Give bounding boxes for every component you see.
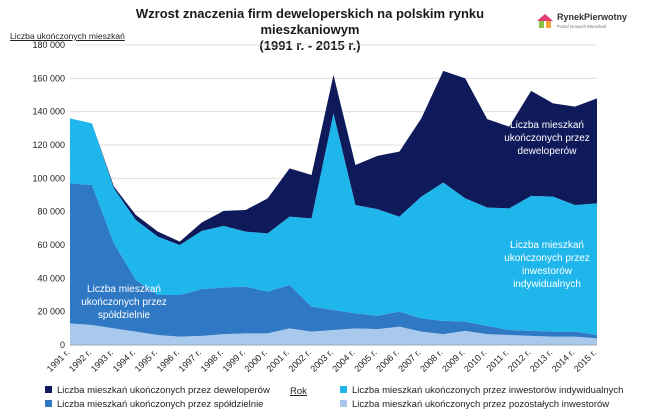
x-tick-label: 1996 r.	[155, 347, 182, 374]
y-tick-label: 120 000	[32, 140, 65, 150]
y-tick-label: 0	[60, 340, 65, 350]
x-tick-label: 2006 r.	[374, 347, 401, 374]
x-tick-label: 1991 r.	[45, 347, 72, 374]
x-tick-label: 2003 r.	[308, 347, 335, 374]
legend-label-cooperatives: Liczba mieszkań ukończonych przez spółdz…	[57, 399, 264, 410]
x-tick-label: 1994 r.	[111, 347, 138, 374]
series-individual-area	[70, 113, 597, 335]
annotation-line: Liczba mieszkań	[87, 284, 161, 295]
annotation-line: Liczba mieszkań	[510, 120, 584, 131]
y-tick-label: 100 000	[32, 173, 65, 183]
series-cooperatives-area	[70, 183, 597, 339]
legend-swatch-cooperatives	[45, 400, 52, 407]
annotation-line: ukończonych przez	[504, 253, 590, 264]
x-tick-label: 1997 r.	[177, 347, 204, 374]
x-tick-label: 2015 r.	[572, 347, 599, 374]
legend-item-developers: Liczba mieszkań ukończonych przez dewelo…	[45, 385, 270, 396]
annotation-line: deweloperów	[518, 146, 578, 157]
x-tick-label: 1999 r.	[221, 347, 248, 374]
y-tick-label: 140 000	[32, 107, 65, 117]
legend-item-cooperatives: Liczba mieszkań ukończonych przez spółdz…	[45, 399, 263, 410]
y-tick-label: 60 000	[37, 240, 65, 250]
logo-name: RynekPierwotny	[557, 12, 628, 22]
legend-item-individual: Liczba mieszkań ukończonych przez inwest…	[340, 385, 623, 396]
annotation-line: spółdzielnie	[98, 310, 151, 321]
x-tick-label: 2002 r.	[286, 347, 313, 374]
annotation-line: ukończonych przez	[81, 297, 167, 308]
x-tick-label: 2007 r.	[396, 347, 423, 374]
x-axis-label: Rok	[290, 386, 307, 397]
series-developers-area	[70, 70, 597, 245]
x-tick-label: 2012 r.	[506, 347, 533, 374]
x-tick-label: 2001 r.	[264, 347, 291, 374]
chart-title-line1: Wzrost znaczenia firm deweloperskich na …	[135, 6, 485, 37]
annotation-line: ukończonych przez	[504, 133, 590, 144]
legend-swatch-individual	[340, 386, 347, 393]
x-tick-label: 1998 r.	[199, 347, 226, 374]
x-tick-label: 2008 r.	[418, 347, 445, 374]
y-tick-label: 80 000	[37, 207, 65, 217]
series-other-area	[70, 323, 597, 345]
legend-label-developers: Liczba mieszkań ukończonych przez dewelo…	[57, 385, 270, 396]
x-tick-label: 2009 r.	[440, 347, 467, 374]
chart-title: Wzrost znaczenia firm deweloperskich na …	[90, 6, 530, 54]
annotation-line: inwestorów	[522, 266, 573, 277]
legend-item-other: Liczba mieszkań ukończonych przez pozost…	[340, 399, 609, 410]
x-tick-label: 2005 r.	[352, 347, 379, 374]
x-tick-label: 2014 r.	[550, 347, 577, 374]
y-tick-label: 20 000	[37, 307, 65, 317]
annotation-developers: Liczba mieszkań ukończonych przez dewelope…	[504, 120, 590, 157]
y-axis-label: Liczba ukończonych mieszkań	[10, 31, 125, 41]
y-tick-label: 180 000	[32, 40, 65, 50]
legend-swatch-other	[340, 400, 347, 407]
x-tick-label: 2004 r.	[330, 347, 357, 374]
x-tick-label: 1993 r.	[89, 347, 116, 374]
annotation-cooperatives: Liczba mieszkań ukończonych przez spółdzie…	[81, 284, 167, 321]
legend: Liczba mieszkań ukończonych przez dewelo…	[45, 385, 635, 413]
chart-title-line2: (1991 r. - 2015 r.)	[259, 38, 361, 53]
rynekpierwotny-logo: RynekPierwotny Portal Nowych Mieszkań	[536, 10, 636, 36]
x-tick-label: 2011 r.	[485, 347, 511, 373]
annotation-individual: Liczba mieszkań ukończonych przez inwestor…	[504, 240, 590, 290]
legend-swatch-developers	[45, 386, 52, 393]
x-tick-label: 1992 r.	[67, 347, 94, 374]
x-tick-label: 1995 r.	[133, 347, 160, 374]
logo-subtitle: Portal Nowych Mieszkań	[557, 24, 607, 29]
annotation-line: indywidualnych	[513, 279, 581, 290]
y-tick-label: 160 000	[32, 73, 65, 83]
x-tick-label: 2013 r.	[528, 347, 555, 374]
y-tick-label: 40 000	[37, 273, 65, 283]
annotation-line: Liczba mieszkań	[510, 240, 584, 251]
legend-label-other: Liczba mieszkań ukończonych przez pozost…	[352, 399, 610, 410]
house-icon	[537, 14, 553, 28]
legend-label-individual: Liczba mieszkań ukończonych przez inwest…	[352, 385, 624, 396]
x-tick-label: 2010 r.	[462, 347, 489, 374]
x-tick-label: 2000 r.	[243, 347, 270, 374]
